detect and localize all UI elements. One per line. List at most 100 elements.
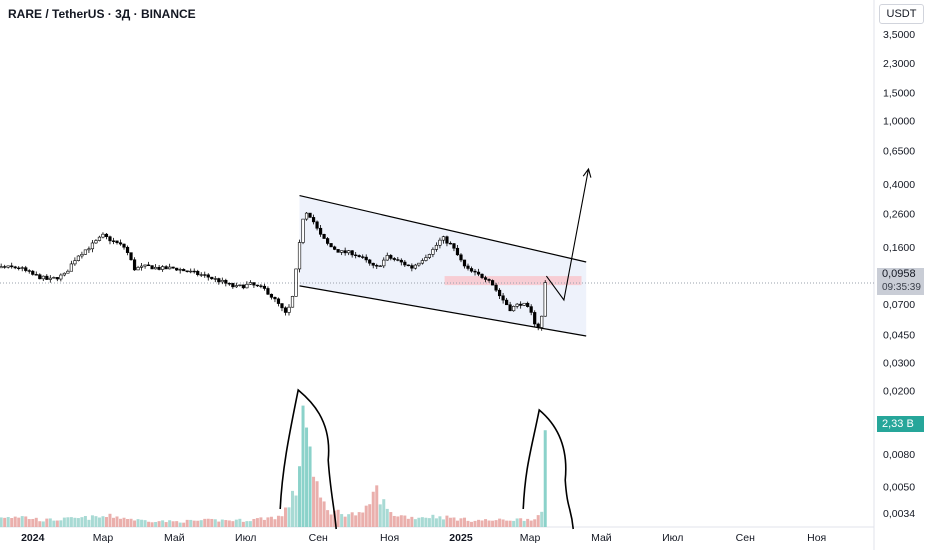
volume-bar bbox=[305, 427, 309, 527]
candle-body bbox=[294, 268, 298, 297]
candle-body bbox=[80, 254, 84, 257]
volume-bar bbox=[382, 499, 386, 527]
volume-bar bbox=[62, 517, 66, 527]
price-tick-label: 0,0080 bbox=[883, 449, 915, 461]
candle-body bbox=[66, 270, 70, 274]
candle-body bbox=[301, 218, 305, 243]
candle-body bbox=[139, 265, 144, 268]
candle-body bbox=[206, 274, 210, 278]
volume-bar bbox=[143, 520, 147, 527]
volume-bar bbox=[111, 517, 115, 527]
candle-body bbox=[280, 303, 284, 309]
volume-bar bbox=[459, 518, 463, 527]
volume-bar bbox=[192, 520, 196, 527]
candle-body bbox=[132, 259, 137, 271]
volume-bar bbox=[73, 517, 77, 527]
volume-bar bbox=[354, 515, 358, 527]
candle-body bbox=[48, 277, 52, 280]
candle-body bbox=[94, 240, 98, 244]
volume-bar bbox=[262, 519, 266, 527]
candle-body bbox=[52, 277, 56, 279]
volume-bar bbox=[231, 521, 235, 527]
volume-bar bbox=[227, 520, 231, 527]
channel-lower-line bbox=[299, 285, 587, 337]
volume-bar bbox=[178, 522, 182, 527]
volume-bar bbox=[319, 497, 323, 527]
volume-circle-annotation bbox=[522, 408, 575, 530]
volume-bar bbox=[301, 405, 305, 527]
volume-bar bbox=[487, 520, 491, 527]
volume-bar bbox=[269, 516, 273, 527]
candle-body bbox=[459, 254, 463, 261]
candle-body bbox=[34, 274, 38, 276]
volume-bar bbox=[494, 520, 498, 527]
volume-bar bbox=[315, 481, 319, 527]
candle-body bbox=[431, 249, 435, 255]
volume-bar bbox=[273, 519, 277, 527]
volume-bar bbox=[164, 522, 168, 527]
volume-bar bbox=[364, 505, 368, 527]
volume-bar bbox=[540, 511, 544, 527]
candle-body bbox=[185, 270, 189, 273]
volume-bar bbox=[196, 520, 200, 527]
volume-bar bbox=[512, 520, 516, 527]
time-tick-label: Сен bbox=[736, 532, 755, 544]
currency-selector[interactable]: USDT bbox=[879, 4, 924, 24]
candle-body bbox=[417, 262, 421, 266]
volume-bar bbox=[126, 518, 130, 527]
candle-body bbox=[90, 242, 95, 250]
price-tick-label: 0,0450 bbox=[883, 330, 915, 342]
candle-body bbox=[59, 274, 63, 280]
candle-body bbox=[515, 303, 519, 307]
volume-bar bbox=[59, 520, 63, 527]
symbol-title[interactable]: RARE / TetherUS · 3Д · BINANCE bbox=[8, 7, 196, 21]
candle-body bbox=[406, 264, 410, 267]
volume-bar bbox=[312, 476, 316, 527]
candle-body bbox=[483, 277, 488, 280]
candle-body bbox=[0, 266, 3, 269]
time-tick-label: Мар bbox=[93, 532, 114, 544]
volume-bar bbox=[291, 490, 295, 527]
volume-bar bbox=[455, 520, 459, 527]
projection-path bbox=[545, 168, 590, 302]
candle-body bbox=[505, 299, 509, 306]
time-tick-label: Мар bbox=[520, 532, 541, 544]
volume-bar bbox=[413, 519, 417, 527]
candle-body bbox=[27, 270, 31, 272]
candle-body bbox=[519, 303, 523, 306]
volume-bar bbox=[434, 518, 438, 527]
candle-body bbox=[17, 267, 21, 269]
projection-arrowhead bbox=[582, 167, 592, 178]
candle-body bbox=[512, 306, 516, 312]
candle-body bbox=[336, 249, 340, 253]
candle-body bbox=[522, 302, 526, 306]
candle-body bbox=[150, 265, 154, 270]
volume-bar bbox=[48, 518, 52, 527]
candle-body bbox=[469, 268, 474, 272]
candle-body bbox=[115, 240, 119, 244]
price-axis-ticks: 3,5000 2,3000 1,5000 1,0000 0,6500 0,4000 0,26… bbox=[883, 29, 915, 520]
volume-bar bbox=[392, 515, 396, 527]
volume-bar bbox=[508, 520, 512, 527]
volume-bar bbox=[375, 485, 379, 527]
volume-bar bbox=[543, 430, 547, 527]
volume-bar bbox=[298, 466, 302, 527]
price-tick-label: 0,1600 bbox=[883, 242, 915, 254]
candle-body bbox=[343, 250, 347, 254]
volume-bar bbox=[150, 522, 154, 527]
candle-body bbox=[304, 212, 309, 220]
volume-bar bbox=[336, 509, 340, 527]
candle-body bbox=[448, 242, 453, 245]
volume-bar bbox=[448, 517, 452, 527]
volume-bar bbox=[171, 521, 175, 527]
candle-body bbox=[168, 266, 172, 270]
volume-bar bbox=[55, 520, 59, 527]
candle-body bbox=[171, 266, 175, 269]
volume-bar bbox=[406, 518, 410, 527]
candle-body bbox=[308, 212, 312, 218]
volume-bar bbox=[41, 521, 45, 527]
volume-bar bbox=[101, 516, 105, 527]
volume-bar bbox=[259, 517, 263, 527]
